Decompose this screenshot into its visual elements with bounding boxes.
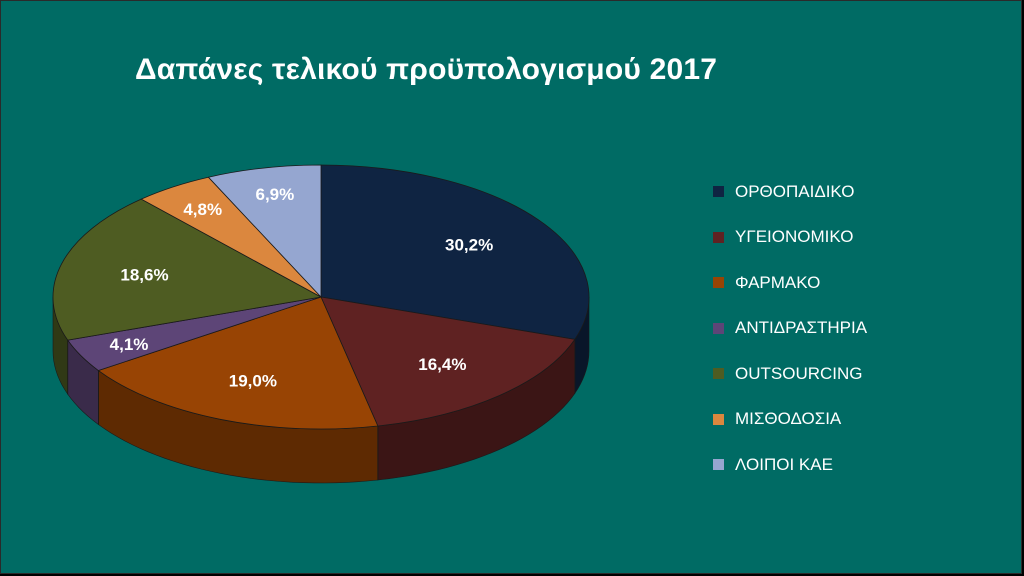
pie-slice-2 bbox=[97, 296, 379, 430]
legend-label: ΜΙΣΘΟΔΟΣΙΑ bbox=[735, 409, 842, 429]
legend-item: ΟΡΘΟΠΑΙΔΙΚΟ bbox=[713, 169, 867, 215]
chart-title: Δαπάνες τελικού προϋπολογισμού 2017 bbox=[135, 53, 718, 86]
pie-slice-1 bbox=[320, 296, 576, 427]
data-label: 16,4% bbox=[418, 355, 466, 374]
legend-item: ΥΓΕΙΟΝΟΜΙΚΟ bbox=[713, 215, 867, 261]
data-label: 4,1% bbox=[110, 335, 149, 354]
legend-label: ΑΝΤΙΔΡΑΣΤΗΡΙΑ bbox=[735, 318, 868, 338]
data-label: 18,6% bbox=[120, 266, 168, 285]
data-label: 4,8% bbox=[183, 200, 222, 219]
pie-slice-4 bbox=[52, 198, 323, 341]
legend-swatch bbox=[713, 459, 724, 471]
legend-swatch bbox=[713, 277, 724, 289]
data-label: 6,9% bbox=[256, 185, 295, 204]
legend-swatch bbox=[713, 368, 724, 380]
chart-legend: ΟΡΘΟΠΑΙΔΙΚΟ ΥΓΕΙΟΝΟΜΙΚΟ ΦΑΡΜΑΚΟ ΑΝΤΙΔΡΑΣΤΗΡ… bbox=[713, 169, 867, 488]
legend-item: ΦΑΡΜΑΚΟ bbox=[713, 260, 867, 306]
legend-label: ΦΑΡΜΑΚΟ bbox=[735, 272, 821, 292]
pie-3d-sides bbox=[52, 296, 590, 484]
pie-slice-0 bbox=[320, 164, 590, 340]
legend-swatch bbox=[713, 413, 724, 425]
legend-item: ΜΙΣΘΟΔΟΣΙΑ bbox=[713, 397, 867, 443]
legend-swatch bbox=[713, 322, 724, 334]
legend-item: ΑΝΤΙΔΡΑΣΤΗΡΙΑ bbox=[713, 306, 867, 352]
legend-label: ΥΓΕΙΟΝΟΜΙΚΟ bbox=[735, 227, 854, 247]
data-label: 19,0% bbox=[229, 371, 277, 390]
legend-item: ΛΟΙΠΟΙ ΚΑΕ bbox=[713, 442, 867, 488]
pie-slice-6 bbox=[207, 164, 322, 299]
legend-label: ΛΟΙΠΟΙ ΚΑΕ bbox=[735, 454, 833, 474]
pie-data-labels: 30,2% 16,4% 19,0% 4,1% 18,6% 4,8% 6,9% bbox=[110, 185, 494, 390]
legend-swatch bbox=[713, 231, 724, 243]
legend-item: OUTSOURCING bbox=[713, 351, 867, 397]
legend-label: ΟΡΘΟΠΑΙΔΙΚΟ bbox=[735, 181, 855, 201]
legend-swatch bbox=[713, 186, 724, 198]
pie-top-face bbox=[52, 164, 590, 430]
legend-label: OUTSOURCING bbox=[735, 363, 863, 383]
data-label: 30,2% bbox=[445, 236, 493, 255]
